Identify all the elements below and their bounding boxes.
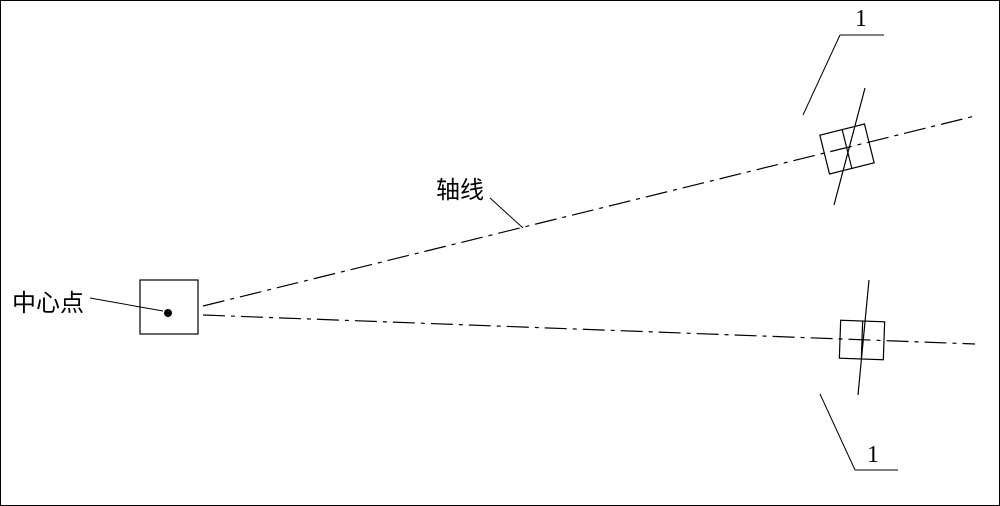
axis-line-lower — [203, 315, 975, 344]
block-lower-callout-label: 1 — [867, 442, 879, 469]
axis-label-leader — [490, 198, 523, 228]
center-point-label: 中心点 — [12, 283, 84, 318]
block-upper — [820, 124, 874, 174]
axis-label: 轴线 — [436, 170, 484, 205]
center-dot — [164, 309, 172, 317]
axis-line-upper — [203, 116, 975, 306]
center-label-leader — [90, 298, 163, 311]
block-lower-callout-leader — [820, 394, 855, 470]
block-upper-callout-label: 1 — [855, 6, 867, 33]
frame-border — [1, 1, 1000, 506]
block-upper-callout-leader — [803, 35, 840, 115]
center-box — [140, 280, 198, 334]
block-upper-cross-line — [834, 88, 865, 205]
block-lower-cross-line — [858, 280, 869, 395]
